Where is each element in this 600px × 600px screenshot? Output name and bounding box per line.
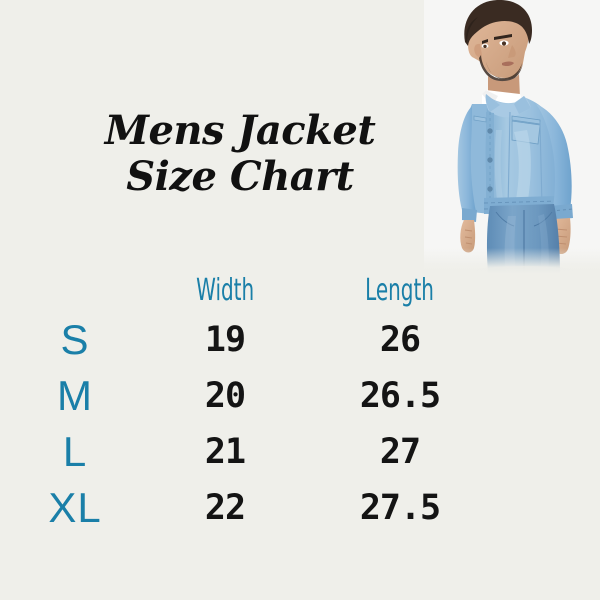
width-value-s: 19	[204, 320, 246, 360]
length-value-m: 26.5	[359, 376, 441, 416]
width-value-l: 21	[204, 432, 246, 472]
row-length-cell: 27	[300, 433, 500, 471]
length-value-l: 27	[379, 432, 421, 472]
table-row: M 20 26.5	[0, 368, 520, 424]
row-length-cell: 27.5	[300, 489, 500, 527]
title-line-2: Size Chart	[126, 153, 354, 200]
row-size-cell: S	[0, 318, 150, 362]
row-length-cell: 26.5	[300, 377, 500, 415]
row-size-cell: M	[0, 374, 150, 418]
length-value-s: 26	[379, 320, 421, 360]
width-value-xl: 22	[204, 488, 246, 528]
size-label-xl: XL	[48, 484, 102, 531]
page-title: Mens Jacket Size Chart	[14, 108, 466, 200]
column-header-length: Length	[365, 272, 435, 308]
row-size-cell: L	[0, 430, 150, 474]
row-length-cell: 26	[300, 321, 500, 359]
table-header-row: Width Length	[0, 268, 520, 312]
length-value-xl: 27.5	[359, 488, 441, 528]
row-width-cell: 22	[150, 489, 300, 527]
table-row: L 21 27	[0, 424, 520, 480]
size-chart-table: Width Length S 19 26 M 20	[0, 268, 520, 536]
row-size-cell: XL	[0, 486, 150, 530]
width-value-m: 20	[204, 376, 246, 416]
row-width-cell: 20	[150, 377, 300, 415]
column-header-width: Width	[195, 272, 254, 308]
table-row: S 19 26	[0, 312, 520, 368]
header-length-cell: Length	[300, 273, 500, 308]
size-label-m: M	[57, 372, 93, 419]
table-row: XL 22 27.5	[0, 480, 520, 536]
size-label-l: L	[62, 428, 88, 475]
row-width-cell: 19	[150, 321, 300, 359]
size-label-s: S	[60, 316, 90, 363]
header-width-cell: Width	[150, 273, 300, 308]
row-width-cell: 21	[150, 433, 300, 471]
title-line-1: Mens Jacket	[104, 107, 376, 154]
